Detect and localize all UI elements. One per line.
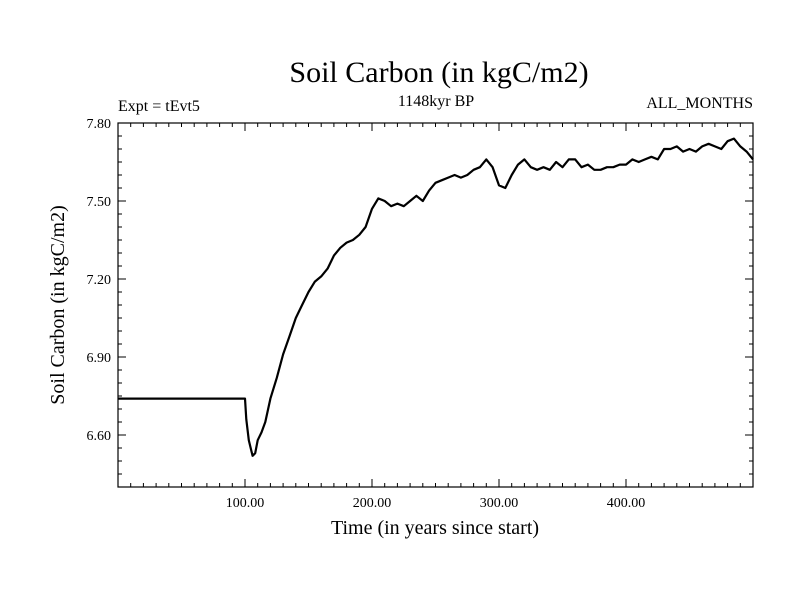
- x-axis-tick-labels: 100.00 200.00 300.00 400.00: [226, 496, 646, 511]
- x-tick-label: 100.00: [226, 496, 265, 511]
- x-tick-label: 400.00: [607, 496, 646, 511]
- chart-subtitle: 1148kyr BP: [398, 93, 474, 110]
- x-axis-label: Time (in years since start): [331, 517, 539, 539]
- y-tick-label: 7.50: [87, 195, 112, 210]
- experiment-label: Expt = tEvt5: [118, 98, 200, 115]
- x-axis-ticks: [130, 123, 741, 487]
- x-tick-label: 200.00: [353, 496, 392, 511]
- y-tick-label: 6.90: [87, 351, 112, 366]
- y-axis-label: Soil Carbon (in kgC/m2): [47, 205, 69, 404]
- chart-title: Soil Carbon (in kgC/m2): [289, 56, 588, 89]
- x-tick-label: 300.00: [480, 496, 519, 511]
- y-axis-ticks: [118, 135, 753, 475]
- soil-carbon-series-line: [118, 137, 754, 457]
- y-tick-label: 6.60: [87, 429, 112, 444]
- y-axis-tick-labels: 6.60 6.90 7.20 7.50 7.80: [87, 117, 112, 444]
- y-tick-label: 7.80: [87, 117, 112, 132]
- months-label: ALL_MONTHS: [646, 95, 753, 112]
- y-tick-label: 7.20: [87, 273, 112, 288]
